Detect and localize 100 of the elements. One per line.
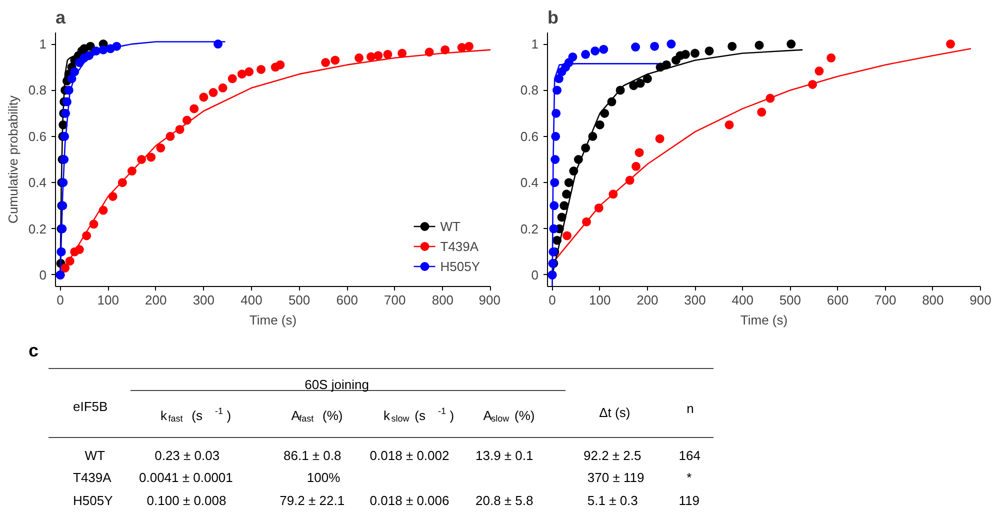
point <box>82 231 92 240</box>
point <box>457 43 466 52</box>
point <box>808 80 818 89</box>
y-tick-label: 0.6 <box>520 128 539 144</box>
point <box>574 155 583 164</box>
x-tick-label: 800 <box>432 292 454 308</box>
point <box>754 40 764 50</box>
x-tick-label: 700 <box>874 292 896 308</box>
point <box>631 42 640 52</box>
point <box>814 66 824 76</box>
point <box>182 116 192 125</box>
point <box>642 74 652 84</box>
point <box>581 143 590 152</box>
point <box>118 178 127 188</box>
text: eIF5B <box>73 399 108 414</box>
point <box>600 108 610 118</box>
text: c <box>28 340 39 360</box>
point <box>662 60 671 70</box>
point <box>374 51 383 60</box>
point <box>666 40 676 49</box>
point <box>550 178 560 188</box>
y-tick-label: 0 <box>39 267 47 282</box>
point <box>208 88 218 98</box>
point <box>704 46 714 56</box>
x-tick-label: 0 <box>56 292 64 308</box>
text: Δt (s) <box>599 405 630 420</box>
text: 0.018 ± 0.006 <box>370 493 450 508</box>
x-tick-label: 600 <box>336 292 358 308</box>
text: 164 <box>678 448 701 463</box>
point <box>552 108 561 118</box>
y-tick-label: 0.4 <box>28 175 47 190</box>
point <box>562 231 572 240</box>
point <box>228 74 237 84</box>
y-axis-title: Cumulative probability <box>5 95 20 224</box>
x-tick-label: 400 <box>732 292 754 308</box>
point <box>582 217 592 226</box>
y-tick-label: 0.2 <box>520 221 539 236</box>
text: 5.1 ± 0.3 <box>587 493 638 508</box>
point <box>127 166 136 176</box>
point <box>560 201 569 210</box>
point <box>946 40 956 49</box>
text: 370 ± 119 <box>587 470 644 485</box>
text: 0.0041 ± 0.0001 <box>139 470 233 485</box>
point <box>549 224 558 234</box>
point <box>424 48 434 57</box>
point <box>728 42 737 51</box>
x-tick-label: 0 <box>548 292 556 308</box>
point <box>84 51 94 60</box>
point <box>599 44 608 54</box>
x-tick-label: 200 <box>145 292 167 308</box>
point <box>724 120 734 130</box>
text: 60S joining <box>304 377 369 392</box>
point <box>321 58 330 68</box>
point <box>86 42 95 51</box>
point <box>166 132 175 141</box>
point <box>98 206 108 215</box>
point <box>766 94 775 103</box>
point <box>632 162 641 171</box>
point <box>175 124 184 134</box>
y-tick-label: 0.8 <box>28 82 47 98</box>
point <box>70 67 80 76</box>
point <box>552 236 562 245</box>
point <box>354 53 364 62</box>
x-tick-label: 800 <box>922 292 944 308</box>
point <box>62 97 72 106</box>
point <box>156 143 166 152</box>
point <box>550 201 559 210</box>
point <box>786 40 796 49</box>
point <box>588 132 598 141</box>
point <box>218 83 228 92</box>
y-tick-label: 0.8 <box>520 82 539 98</box>
text: H505Y <box>73 493 114 508</box>
point <box>564 178 574 188</box>
x-tick-label: 200 <box>636 292 658 308</box>
x-tick-label: 100 <box>97 292 119 308</box>
x-tick-label: 900 <box>970 292 992 308</box>
text: 13.9 ± 0.1 <box>476 448 534 463</box>
point <box>74 245 84 254</box>
legend-label: WT <box>440 218 460 234</box>
point <box>112 42 122 51</box>
point <box>108 192 118 201</box>
point <box>199 92 208 102</box>
point <box>92 46 101 56</box>
point <box>557 212 566 222</box>
point <box>569 166 578 176</box>
x-tick-label: 500 <box>288 292 310 308</box>
text: 0.018 ± 0.002 <box>370 448 450 463</box>
point <box>608 190 618 199</box>
point <box>214 40 223 49</box>
legend-label: H505Y <box>440 258 480 274</box>
point <box>550 155 560 164</box>
x-axis-title: Time (s) <box>249 312 297 328</box>
x-tick-label: 900 <box>478 292 501 308</box>
point <box>237 70 246 79</box>
point <box>757 108 766 117</box>
point <box>636 78 645 88</box>
text: 119 <box>678 493 700 508</box>
point <box>190 104 199 114</box>
point <box>581 50 590 59</box>
point <box>464 42 474 51</box>
